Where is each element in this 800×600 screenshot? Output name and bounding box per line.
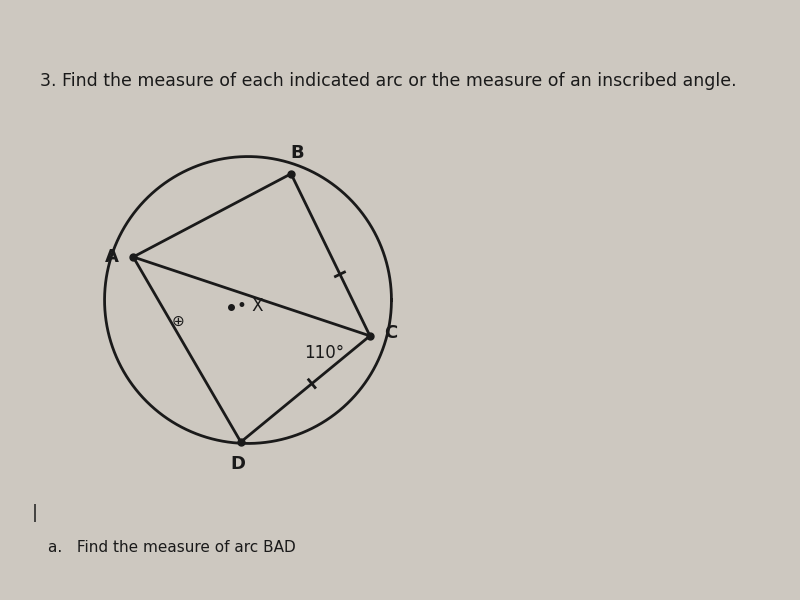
Text: a.   Find the measure of arc BAD: a. Find the measure of arc BAD: [48, 540, 296, 555]
Text: D: D: [230, 455, 246, 473]
Text: A: A: [105, 248, 119, 266]
Text: • X: • X: [237, 297, 263, 315]
Text: 3. Find the measure of each indicated arc or the measure of an inscribed angle.: 3. Find the measure of each indicated ar…: [40, 72, 737, 90]
Text: B: B: [290, 144, 303, 162]
Text: 110°: 110°: [304, 344, 344, 362]
Text: ⊕: ⊕: [172, 314, 185, 329]
Text: |: |: [32, 504, 38, 522]
Text: C: C: [384, 324, 398, 342]
